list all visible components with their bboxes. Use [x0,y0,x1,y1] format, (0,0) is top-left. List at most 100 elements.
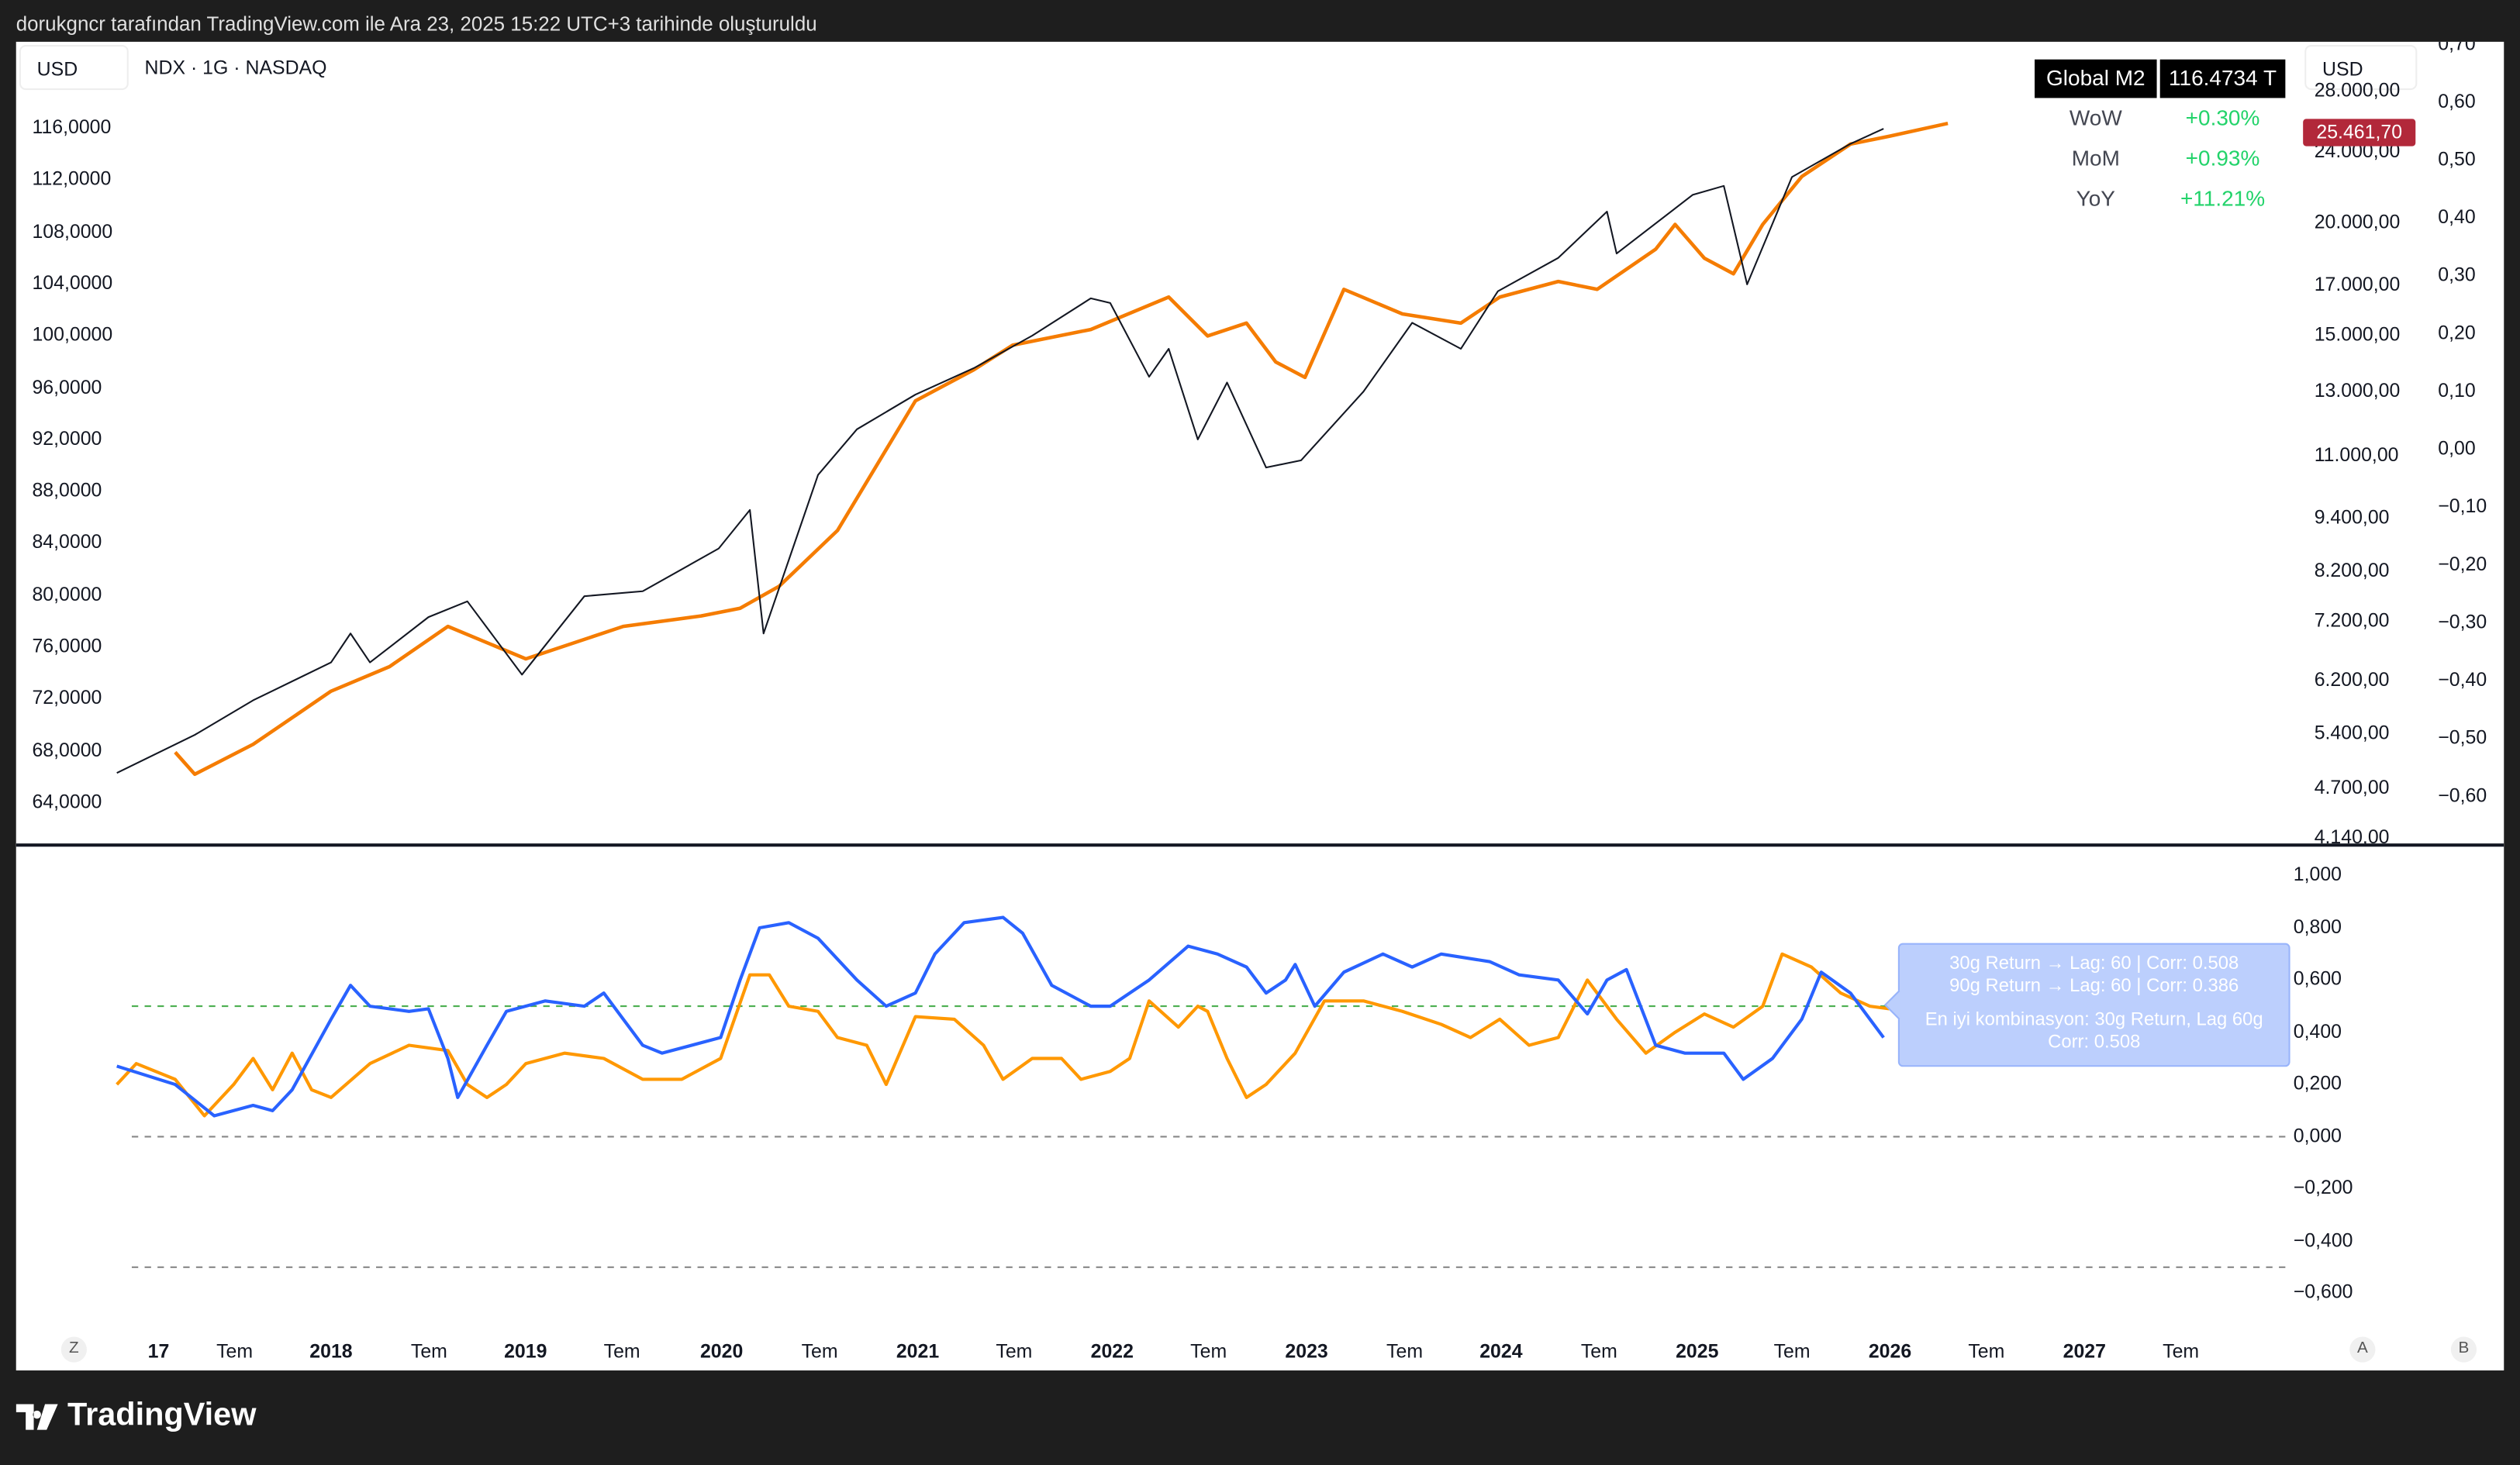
time-label: 2020 [699,1339,744,1363]
axis-label: 116,0000 [32,115,112,139]
tv-logo-icon [16,1403,58,1429]
last-price-tag: 25.461,70 [2303,119,2416,146]
corr-90g-line [116,952,1890,1118]
time-label: Tem [603,1339,640,1363]
price-label: 17.000,00 [2314,274,2401,297]
tip-line-4: Corr: 0.508 [2048,1032,2141,1052]
tradingview-logo[interactable]: TradingView [16,1398,257,1435]
price-label: 6.200,00 [2314,667,2390,691]
axis-label: −0,40 [2438,668,2487,691]
time-label: Tem [1580,1339,1617,1363]
time-label: 2021 [896,1339,940,1363]
axis-label: 0,60 [2438,90,2476,113]
tip-line-1: 30g Return → Lag: 60 | Corr: 0.508 [1949,954,2239,974]
m2-title: Global M2 [2035,58,2157,98]
mom-label: MoM [2071,146,2120,171]
time-label: 2025 [1676,1339,1719,1363]
axis-label: 0,000 [2293,1123,2342,1146]
symbol-title[interactable]: NDX · 1G · NASDAQ [144,56,327,79]
axis-label: −0,200 [2293,1176,2353,1199]
time-label: Tem [801,1339,838,1363]
ndx-price-line [116,128,1884,774]
axis-label: 0,70 [2438,41,2476,55]
price-label: 7.200,00 [2314,609,2390,633]
axis-label: 0,400 [2293,1019,2342,1043]
price-label: 15.000,00 [2314,322,2401,346]
price-label: 13.000,00 [2314,378,2401,402]
yoy-value: +11.21% [2180,186,2266,211]
pane-separator[interactable] [16,843,2504,847]
time-label: Tem [410,1339,447,1363]
chart-area[interactable]: USD NDX · 1G · NASDAQ USD 116,0000 112,00… [16,41,2504,1371]
axis-label: 76,0000 [32,634,102,657]
axis-label: 0,30 [2438,263,2476,286]
axis-label: 108,0000 [32,219,113,243]
axis-label: 0,40 [2438,205,2476,229]
price-label: 20.000,00 [2314,210,2401,233]
axis-label: 104,0000 [32,271,113,295]
time-label: Tem [1190,1339,1227,1363]
axis-label: 112,0000 [32,167,112,191]
time-label: 2018 [309,1339,353,1363]
plot-svg [116,121,2292,1268]
go-to-date-button[interactable]: Z [60,1336,87,1363]
m2-value: 116.4734 T [2159,58,2286,98]
axis-label: 0,800 [2293,915,2342,938]
currency-left[interactable]: USD [19,45,129,91]
axis-label: 92,0000 [32,426,102,450]
time-label: 2019 [504,1339,547,1363]
time-label: 2027 [2063,1339,2106,1363]
axis-label: 1,000 [2293,863,2342,886]
axis-label: −0,30 [2438,610,2487,633]
axis-label: −0,400 [2293,1228,2353,1251]
price-label: 9.400,00 [2314,505,2390,528]
yoy-label: YoY [2076,186,2115,211]
brand-name: TradingView [67,1398,257,1433]
price-label: 4.700,00 [2314,776,2390,799]
price-label: 11.000,00 [2314,443,2399,467]
currency-right[interactable]: USD [2304,45,2418,91]
axis-label: 96,0000 [32,374,102,398]
time-label: Tem [1968,1339,2005,1363]
mom-value: +0.93% [2185,146,2260,171]
axis-label: −0,20 [2438,553,2487,576]
time-label: Tem [1386,1339,1424,1363]
axis-label: 0,200 [2293,1071,2342,1094]
axis-label: 84,0000 [32,530,102,553]
axis-label: 100,0000 [32,323,113,346]
axis-label: −0,10 [2438,495,2487,518]
log-scale-button[interactable]: B [2450,1336,2477,1363]
time-label: Tem [2163,1339,2200,1363]
axis-label: 80,0000 [32,582,102,605]
chart-attribution: dorukgncr tarafından TradingView.com ile… [16,12,817,36]
correlation-summary-label: 30g Return → Lag: 60 | Corr: 0.508 90g R… [1883,943,2290,1067]
global-m2-line [174,121,1949,777]
price-label: 5.400,00 [2314,722,2390,745]
axis-label: −0,50 [2438,726,2487,749]
axis-label: −0,60 [2438,784,2487,807]
time-label: Tem [1773,1339,1811,1363]
price-label: 28.000,00 [2314,78,2401,102]
time-label: 2017 [126,1339,170,1363]
wow-value: +0.30% [2185,105,2260,130]
time-label: Tem [216,1339,254,1363]
axis-label: 72,0000 [32,686,102,709]
axis-label: 68,0000 [32,738,102,761]
global-m2-table: Global M2 116.4734 T WoW +0.30% MoM +0.93% … [2035,58,2286,219]
axis-label: 0,00 [2438,436,2476,460]
time-label: 2022 [1090,1339,1134,1363]
axis-label: 0,50 [2438,147,2476,171]
axis-label: 64,0000 [32,790,102,813]
price-label: 8.200,00 [2314,558,2390,581]
tip-line-3: En iyi kombinasyon: 30g Return, Lag 60g [1925,1010,2263,1030]
auto-scale-button[interactable]: A [2349,1336,2376,1363]
corr-30g-line [116,915,1885,1118]
axis-label: 0,20 [2438,321,2476,344]
wow-label: WoW [2069,105,2122,130]
time-label: Tem [996,1339,1033,1363]
time-label: 2026 [1868,1339,1912,1363]
time-label: 2024 [1479,1339,1523,1363]
time-label: 2023 [1285,1339,1328,1363]
axis-label: 0,10 [2438,379,2476,402]
axis-label: −0,600 [2293,1280,2353,1303]
